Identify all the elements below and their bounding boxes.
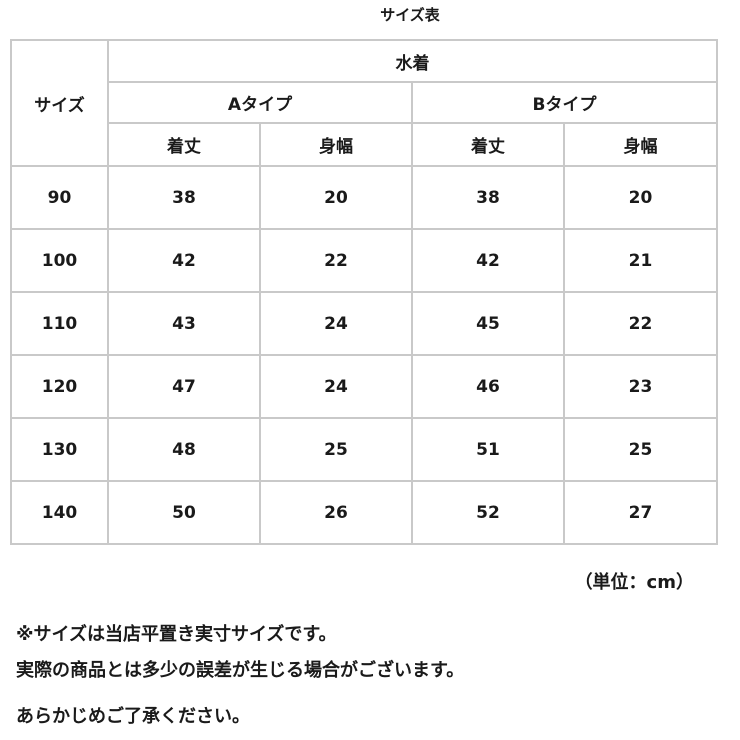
value-cell: 38 <box>411 165 565 230</box>
value-cell: 22 <box>563 291 718 356</box>
size-cell: 120 <box>10 354 109 419</box>
size-cell: 130 <box>10 417 109 482</box>
value-cell: 48 <box>107 417 261 482</box>
measure-header: 着丈 <box>411 122 565 167</box>
value-cell: 50 <box>107 480 261 545</box>
table-row: 120 47 24 46 23 <box>10 354 718 419</box>
note-line: ※サイズは当店平置き実寸サイズです。 <box>16 624 337 645</box>
table-row: 140 50 26 52 27 <box>10 480 718 545</box>
value-cell: 43 <box>107 291 261 356</box>
size-cell: 90 <box>10 165 109 230</box>
type-a-header: Aタイプ <box>107 81 413 124</box>
measure-header: 着丈 <box>107 122 261 167</box>
size-cell: 100 <box>10 228 109 293</box>
value-cell: 26 <box>259 480 413 545</box>
value-cell: 24 <box>259 354 413 419</box>
value-cell: 22 <box>259 228 413 293</box>
value-cell: 20 <box>259 165 413 230</box>
table-row: 130 48 25 51 25 <box>10 417 718 482</box>
size-table: サイズ 水着 Aタイプ Bタイプ 着丈 身幅 着丈 身幅 90 38 20 38 20 1… <box>10 39 718 545</box>
page-title: サイズ表 <box>380 6 440 24</box>
measure-header: 身幅 <box>563 122 718 167</box>
value-cell: 52 <box>411 480 565 545</box>
value-cell: 51 <box>411 417 565 482</box>
value-cell: 24 <box>259 291 413 356</box>
note-line: あらかじめご了承ください。 <box>16 706 250 727</box>
unit-label: （単位：cm） <box>574 572 694 593</box>
value-cell: 45 <box>411 291 565 356</box>
header-row-group: サイズ 水着 <box>10 39 718 167</box>
value-cell: 42 <box>107 228 261 293</box>
value-cell: 47 <box>107 354 261 419</box>
size-cell: 110 <box>10 291 109 356</box>
size-cell: 140 <box>10 480 109 545</box>
value-cell: 42 <box>411 228 565 293</box>
value-cell: 20 <box>563 165 718 230</box>
value-cell: 27 <box>563 480 718 545</box>
note-line: 実際の商品とは多少の誤差が生じる場合がございます。 <box>16 660 465 681</box>
type-b-header: Bタイプ <box>411 81 718 124</box>
size-header: サイズ <box>10 39 109 167</box>
value-cell: 25 <box>563 417 718 482</box>
value-cell: 21 <box>563 228 718 293</box>
value-cell: 38 <box>107 165 261 230</box>
table-row: 100 42 22 42 21 <box>10 228 718 293</box>
header-row-types: Aタイプ Bタイプ <box>11 81 718 124</box>
measure-header: 身幅 <box>259 122 413 167</box>
table-row: 90 38 20 38 20 <box>10 165 718 230</box>
value-cell: 25 <box>259 417 413 482</box>
value-cell: 46 <box>411 354 565 419</box>
header-row-measures: 着丈 身幅 着丈 身幅 <box>11 122 718 167</box>
value-cell: 23 <box>563 354 718 419</box>
table-row: 110 43 24 45 22 <box>10 291 718 356</box>
group-header: 水着 <box>107 39 718 83</box>
